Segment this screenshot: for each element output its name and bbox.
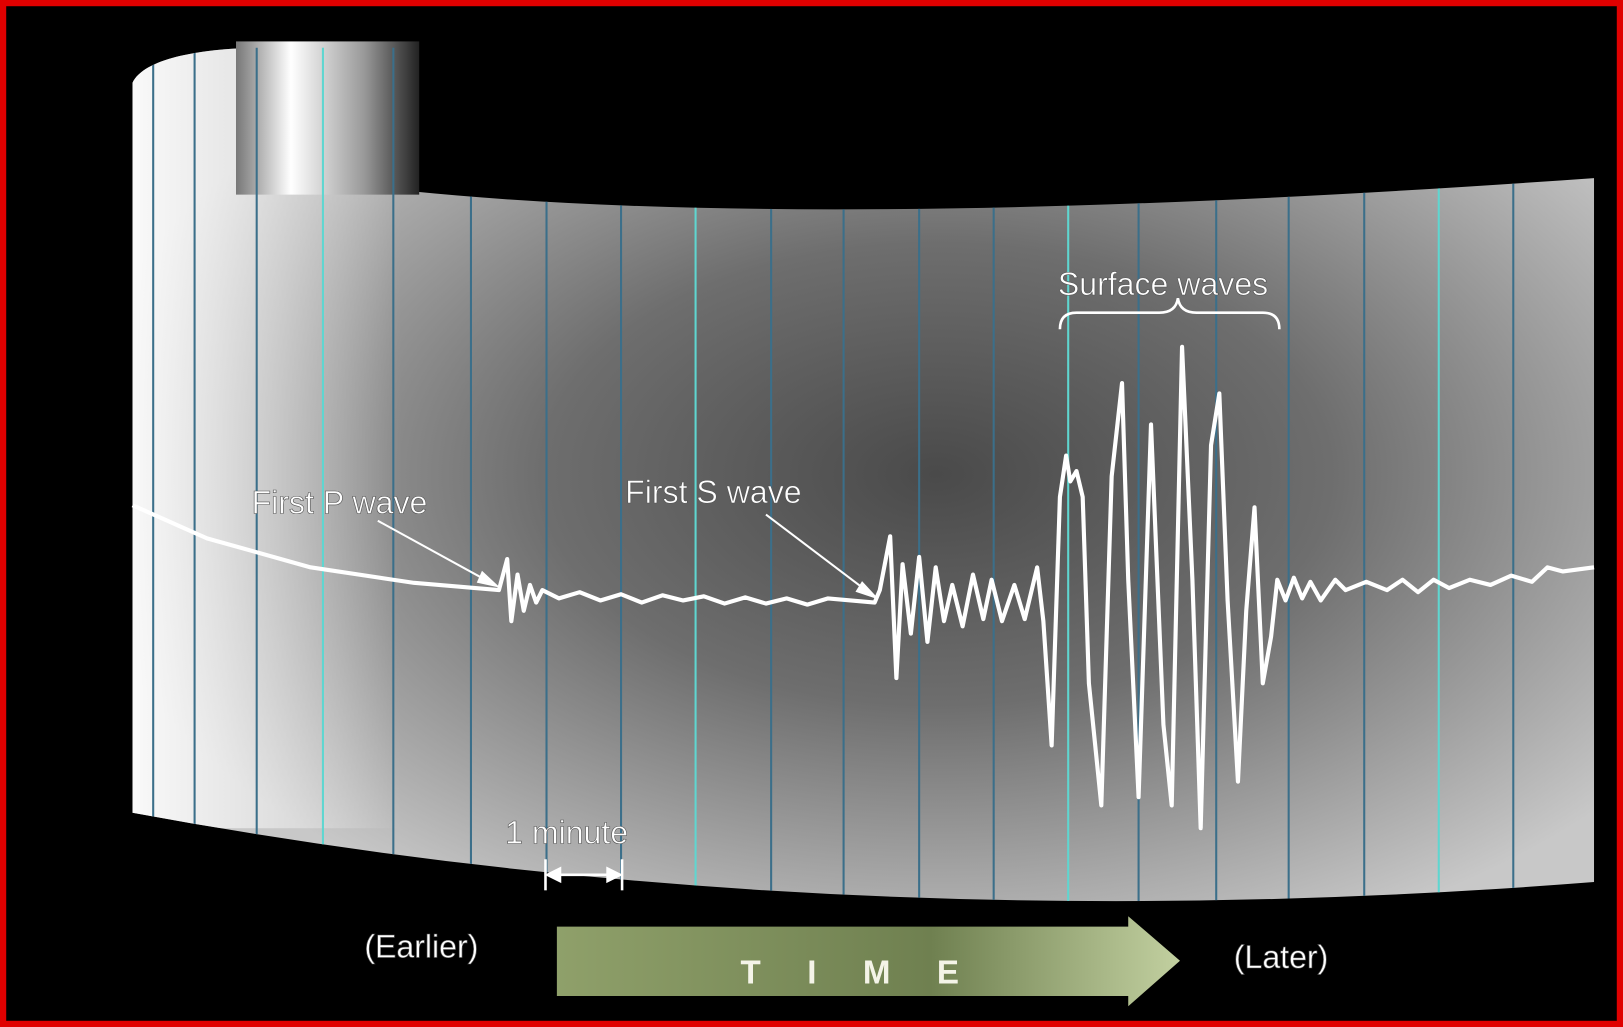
paper-roll xyxy=(236,41,419,194)
time-label: T I M E xyxy=(741,955,978,992)
later-label: (Later) xyxy=(1234,939,1328,975)
s-wave-label: First S wave xyxy=(625,474,801,510)
earlier-label: (Earlier) xyxy=(364,929,478,965)
scale-label: 1 minute xyxy=(505,815,628,851)
p-wave-label: First P wave xyxy=(252,484,428,520)
page: First P wave First S wave Surface waves … xyxy=(0,0,1623,1027)
seismogram-diagram: First P wave First S wave Surface waves … xyxy=(0,0,1623,1027)
surface-waves-label: Surface waves xyxy=(1058,266,1268,302)
